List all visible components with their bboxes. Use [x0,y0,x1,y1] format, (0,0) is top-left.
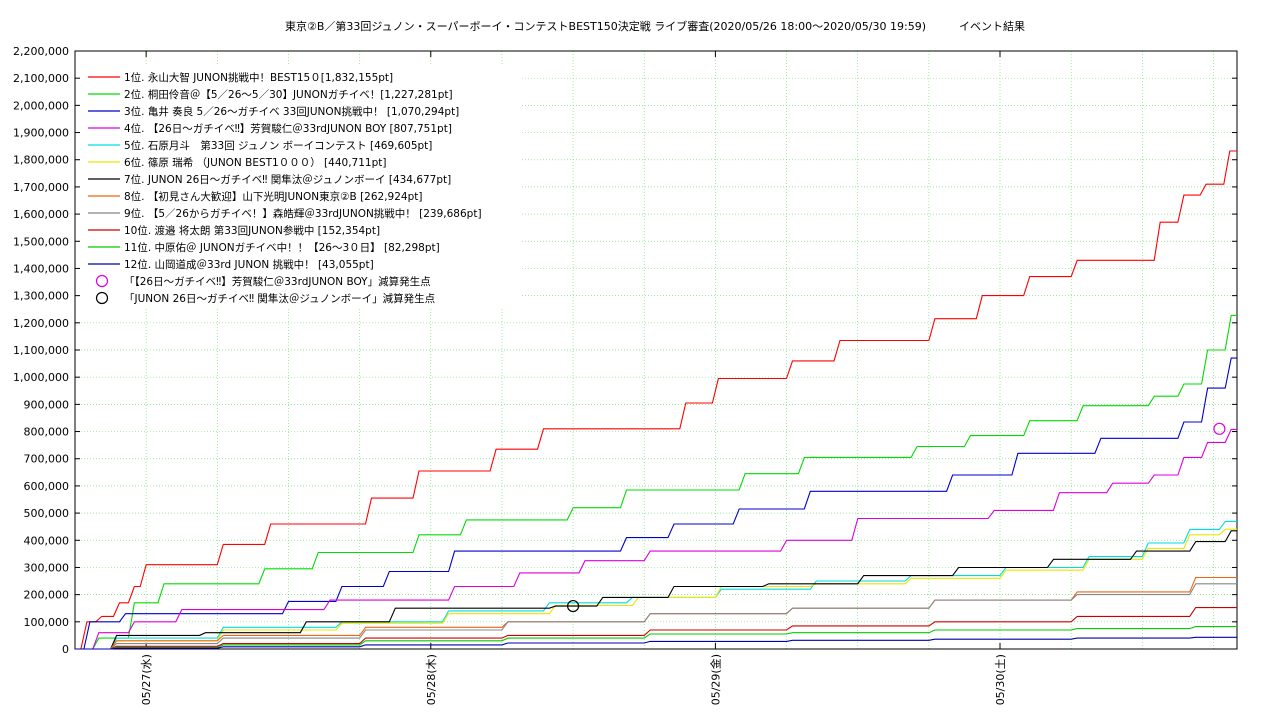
series-line-6 [75,528,1237,650]
legend-label: 1位. 永山大智 JUNON挑戦中！BEST15０[1,832,155pt] [124,71,393,84]
series-line-10 [75,607,1237,650]
x-tick-label: 05/27(水) [140,654,153,705]
y-tick-label: 2,200,000 [13,45,69,58]
series-line-2 [75,314,1237,650]
legend-label: 3位. 亀井 奏良 5／26〜ガチイベ 33回JUNON挑戦中！ [1,070,… [124,105,459,118]
axes: 0 100,000 200,000 300,000 400,000 500,000 600,… [13,45,1238,705]
legend-label: 「JUNON 26日〜ガチイベ‼︎ 関隼汰＠ジュノンボーイ」減算発生点 [124,292,435,305]
marker-point-1 [1213,422,1226,435]
series-group [75,150,1237,650]
series-line-3 [75,357,1237,650]
y-tick-label: 1,700,000 [13,181,69,194]
legend-label: 5位. 石原月斗 第33回 ジュノン ボーイコンテスト [469,605pt] [124,139,432,152]
y-tick-label: 1,200,000 [13,317,69,330]
y-tick-label: 800,000 [24,426,70,439]
marker-group [566,422,1226,613]
y-tick-label: 1,600,000 [13,208,69,221]
y-tick-label: 1,400,000 [13,262,69,275]
series-line-7 [75,530,1237,650]
series-line-1 [75,150,1237,650]
legend-marker [95,274,109,288]
series-line-12 [75,636,1237,650]
legend-label: 4位. 【26日〜ガチイベ‼︎】芳賀駿仁＠33rdJUNON BOY [807,… [124,122,452,135]
y-tick-label: 500,000 [24,507,70,520]
y-tick-label: 700,000 [24,453,70,466]
y-tick-label: 1,500,000 [13,235,69,248]
plot-frame [74,50,1238,650]
x-tick-label: 05/28(木) [425,654,438,705]
y-tick-label: 200,000 [24,589,70,602]
x-tick-label: 05/30(土) [994,654,1007,705]
legend-label: 7位. JUNON 26日〜ガチイベ‼︎ 関隼汰＠ジュノンボーイ [434,67… [124,173,451,186]
y-tick-label: 1,300,000 [13,290,69,303]
legend-marker [95,291,109,305]
y-tick-label: 0 [62,643,69,656]
legend-label: 11位. 中原佑＠ JUNONガチイベ中！！【26〜3０日】 [82,298pt… [124,241,440,254]
chart-title: 東京②B／第33回ジュノン・スーパーボーイ・コンテストBEST150決定戦 ライ… [285,19,1025,33]
marker-point-2 [566,599,580,613]
legend-label: 8位. 【初見さん大歓迎】山下光明JUNON東京②B [262,924pt] [124,190,422,203]
y-tick-label: 600,000 [24,480,70,493]
y-tick-label: 1,000,000 [13,371,69,384]
legend-label: 6位. 篠原 瑞希 （JUNON BEST1０００） [440,711pt] [124,156,386,169]
x-tick-label: 05/29(金) [708,654,722,705]
y-tick-label: 1,100,000 [13,344,69,357]
legend-label: 10位. 渡邉 将太朗 第33回JUNON参戦中 [152,354pt] [124,224,380,237]
series-line-4 [75,428,1237,650]
legend: 1位. 永山大智 JUNON挑戦中！BEST15０[1,832,155pt] 2位… [80,64,520,308]
y-tick-label: 2,100,000 [13,72,69,85]
series-line-11 [75,626,1237,650]
y-tick-label: 900,000 [24,398,70,411]
series-line-9 [75,583,1237,650]
y-tick-label: 1,900,000 [13,127,69,140]
y-tick-label: 1,800,000 [13,154,69,167]
legend-box [80,64,520,308]
y-tick-label: 400,000 [24,534,70,547]
y-tick-label: 100,000 [24,616,70,629]
legend-label: 「【26日〜ガチイベ‼︎】芳賀駿仁＠33rdJUNON BOY」減算発生点 [124,275,431,288]
series-line-5 [75,520,1237,650]
legend-label: 2位. 桐田伶音＠【5／26〜5／30】JUNONガチイベ！[1,227,281… [124,88,453,101]
y-tick-label: 2,000,000 [13,99,69,112]
legend-label: 9位. 【5／26からガチイベ！】森皓輝＠33rdJUNON挑戦中！ [239,… [124,207,482,220]
y-tick-label: 300,000 [24,561,70,574]
legend-label: 12位. 山岡道成＠33rd JUNON 挑戦中！ [43,055pt] [124,258,374,271]
